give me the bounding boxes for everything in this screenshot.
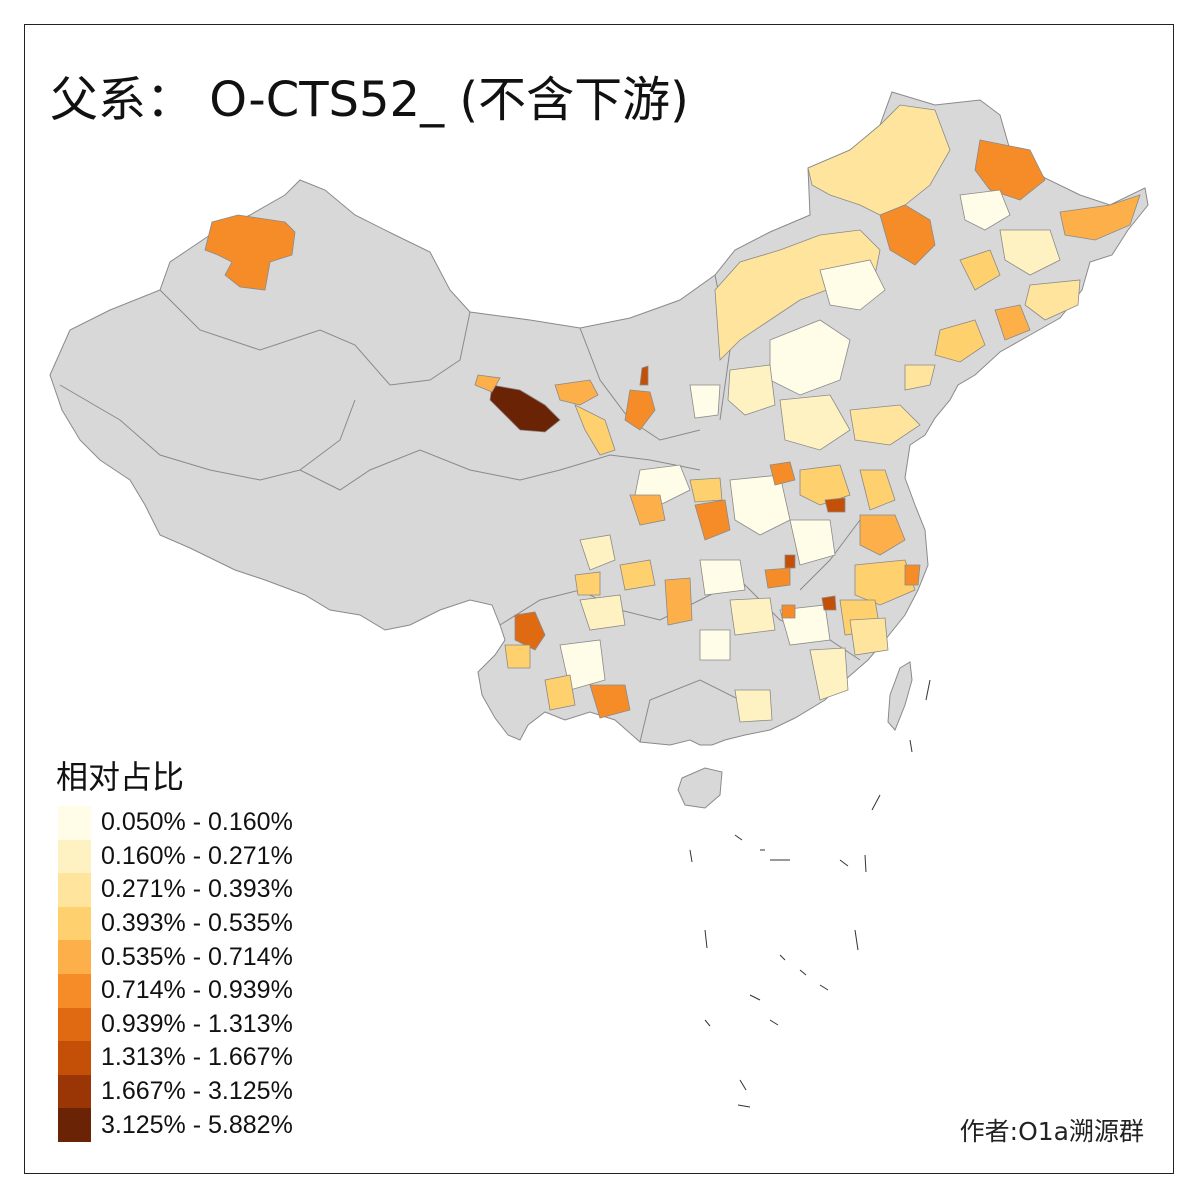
- legend-swatch: [58, 940, 91, 974]
- taiwan: [887, 661, 913, 731]
- legend-item: 0.271% - 0.393%: [58, 873, 293, 907]
- legend-item: 0.393% - 0.535%: [58, 906, 293, 941]
- legend-label: 0.160% - 0.271%: [101, 841, 293, 870]
- legend-label: 1.667% - 3.125%: [101, 1077, 293, 1106]
- legend-label: 0.050% - 0.160%: [101, 808, 293, 837]
- legend-swatch: [58, 906, 91, 941]
- legend-title: 相对占比: [56, 758, 185, 796]
- map-title: 父系： O-CTS52_ (不含下游): [50, 72, 689, 128]
- legend-swatch: [58, 806, 91, 840]
- legend-item: 0.050% - 0.160%: [58, 806, 293, 840]
- legend-swatch: [58, 1007, 91, 1042]
- legend-label: 0.939% - 1.313%: [101, 1009, 293, 1038]
- legend-item: 1.313% - 1.667%: [58, 1041, 293, 1075]
- hainan: [677, 767, 723, 809]
- legend-label: 3.125% - 5.882%: [101, 1110, 293, 1139]
- legend-item: 1.667% - 3.125%: [58, 1074, 293, 1109]
- legend-swatch: [58, 873, 91, 907]
- legend-label: 0.393% - 0.535%: [101, 909, 293, 938]
- legend-item: 0.939% - 1.313%: [58, 1007, 293, 1042]
- legend-swatch: [58, 839, 91, 874]
- legend-item: 0.160% - 0.271%: [58, 839, 293, 874]
- data-regions: [204, 104, 1141, 723]
- legend-swatch: [58, 973, 91, 1008]
- legend: 0.050% - 0.160% 0.160% - 0.271% 0.271% - 0…: [58, 806, 293, 1142]
- legend-swatch: [58, 1041, 91, 1075]
- south-sea-islands: [689, 679, 931, 1108]
- legend-item: 3.125% - 5.882%: [58, 1108, 293, 1142]
- legend-label: 1.313% - 1.667%: [101, 1043, 293, 1072]
- legend-item: 0.714% - 0.939%: [58, 973, 293, 1008]
- legend-swatch: [58, 1108, 91, 1142]
- legend-item: 0.535% - 0.714%: [58, 940, 293, 974]
- legend-swatch: [58, 1074, 91, 1109]
- legend-label: 0.535% - 0.714%: [101, 942, 293, 971]
- legend-label: 0.271% - 0.393%: [101, 875, 293, 904]
- legend-label: 0.714% - 0.939%: [101, 976, 293, 1005]
- author-credit: 作者:O1a溯源群: [959, 1117, 1144, 1146]
